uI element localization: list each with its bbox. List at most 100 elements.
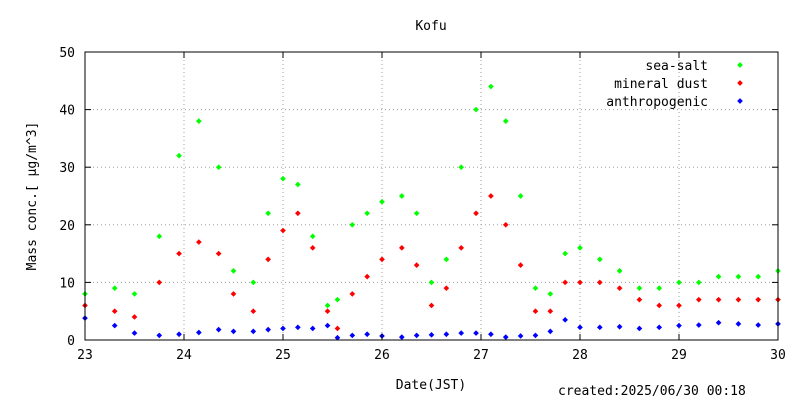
plot-frame — [84, 51, 779, 341]
anthropogenic-point — [196, 329, 202, 336]
mineral-dust-point — [156, 279, 163, 286]
sea-salt-point — [280, 175, 286, 182]
mineral-dust-point — [349, 291, 356, 297]
anthropogenic-point — [176, 331, 182, 338]
mineral-dust-point — [398, 245, 405, 251]
sea-salt-point — [695, 279, 702, 286]
anthropogenic-point — [695, 322, 702, 328]
mineral-dust-point — [309, 245, 316, 251]
sea-salt-point — [131, 291, 138, 297]
sea-salt-point — [265, 210, 271, 217]
sea-salt-point — [230, 268, 237, 274]
x-tick-label: 24 — [176, 348, 192, 363]
x-tick-label: 25 — [275, 348, 291, 363]
sea-salt-point — [196, 118, 202, 124]
mineral-dust-point — [547, 308, 554, 315]
x-tick-label: 30 — [770, 348, 786, 363]
sea-salt-point — [309, 233, 316, 240]
mineral-dust-point — [755, 296, 762, 303]
anthropogenic-point — [715, 319, 722, 326]
sea-salt-point — [616, 268, 623, 274]
mineral-dust-point — [715, 296, 722, 303]
anthropogenic-point — [656, 324, 663, 331]
axis-ticks: 0 10 20 30 40 50 23 24 25 26 27 28 29 30 — [59, 46, 785, 363]
sea-salt-point — [715, 273, 722, 280]
sea-salt-point — [413, 210, 420, 217]
mineral-dust-point — [562, 279, 568, 286]
mineral-dust-point — [111, 308, 118, 315]
y-tick-label: 40 — [59, 104, 75, 119]
sea-salt-point — [349, 221, 356, 228]
y-tick-label: 20 — [59, 219, 75, 234]
mineral-dust-point — [280, 227, 286, 234]
anthropogenic-point — [111, 322, 118, 329]
created-timestamp: created:2025/06/30 00:18 — [558, 384, 746, 399]
anthropogenic-point — [517, 333, 524, 339]
anthropogenic-point — [334, 334, 341, 341]
mineral-dust-point — [636, 296, 643, 303]
mineral-dust-point — [131, 314, 138, 320]
mineral-dust-point — [334, 325, 341, 332]
mineral-dust-point — [215, 250, 222, 257]
sea-salt-point — [532, 285, 539, 291]
mineral-dust-point — [596, 279, 603, 286]
sea-salt-point — [562, 250, 568, 257]
legend-marker-anthropogenic — [737, 98, 743, 104]
anthropogenic-point — [473, 330, 479, 336]
anthropogenic-point — [295, 324, 301, 331]
anthropogenic-point — [131, 330, 138, 336]
grid-lines — [85, 52, 778, 340]
sea-salt-point — [176, 152, 182, 159]
anthropogenic-point — [735, 321, 742, 327]
anthropogenic-point — [324, 322, 331, 329]
sea-salt-point — [398, 193, 405, 199]
legend-marker-mineral-dust — [737, 80, 743, 86]
anthropogenic-point — [230, 328, 237, 335]
sea-salt-point — [428, 279, 435, 286]
legend-label-mineral-dust: mineral dust — [614, 77, 708, 92]
mineral-dust-point — [295, 210, 301, 217]
mineral-dust-point — [735, 296, 742, 303]
sea-salt-point — [596, 256, 603, 263]
x-tick-label: 23 — [77, 348, 93, 363]
x-tick-label: 26 — [374, 348, 390, 363]
sea-salt-point — [547, 291, 554, 297]
sea-salt-point — [656, 285, 663, 291]
legend-label-sea-salt: sea-salt — [645, 59, 708, 74]
sea-salt-point — [735, 273, 742, 280]
mineral-dust-point — [250, 308, 257, 315]
anthropogenic-point — [413, 332, 420, 339]
legend-marker-sea-salt — [737, 62, 743, 68]
mineral-dust-point — [265, 256, 271, 263]
anthropogenic-point — [156, 332, 163, 339]
mineral-dust-point — [473, 210, 479, 217]
anthropogenic-point — [349, 332, 356, 339]
sea-salt-point — [215, 164, 222, 171]
y-tick-label: 30 — [59, 161, 75, 176]
sea-salt-point — [517, 193, 524, 199]
anthropogenic-point — [265, 326, 271, 333]
mineral-dust-point — [413, 262, 420, 268]
x-axis-label: Date(JST) — [396, 378, 466, 393]
y-axis-label: Mass conc.[ μg/m^3] — [25, 122, 40, 271]
anthropogenic-point — [398, 334, 405, 340]
anthropogenic-point — [676, 322, 682, 329]
anthropogenic-point — [280, 325, 286, 332]
y-tick-label: 0 — [67, 334, 75, 349]
anthropogenic-point — [364, 331, 370, 338]
mineral-dust-point — [695, 296, 702, 303]
chart-title: Kofu — [415, 19, 446, 34]
anthropogenic-point — [428, 331, 435, 338]
anthropogenic-point — [215, 326, 222, 333]
sea-salt-point — [488, 83, 494, 90]
x-tick-label: 27 — [473, 348, 489, 363]
sea-salt-point — [111, 285, 118, 291]
legend-label-anthropogenic: anthropogenic — [606, 95, 708, 110]
mineral-dust-point — [230, 291, 237, 297]
sea-salt-point — [295, 181, 301, 188]
mineral-dust-point — [616, 285, 623, 291]
anthropogenic-point — [577, 324, 583, 331]
anthropogenic-point — [547, 328, 554, 335]
